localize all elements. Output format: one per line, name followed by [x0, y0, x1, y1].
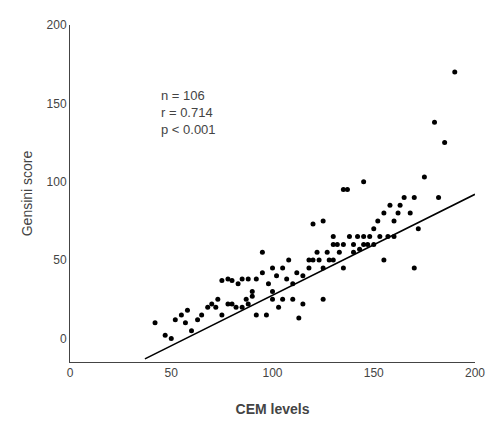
- svg-text:100: 100: [47, 175, 67, 189]
- svg-text:200: 200: [465, 366, 485, 380]
- svg-text:0: 0: [60, 332, 67, 346]
- svg-text:100: 100: [262, 366, 282, 380]
- svg-text:Gensini score: Gensini score: [19, 150, 35, 236]
- svg-text:50: 50: [53, 253, 67, 267]
- svg-text:150: 150: [47, 97, 67, 111]
- svg-text:n = 106r = 0.714p < 0.001: n = 106r = 0.714p < 0.001: [161, 88, 216, 137]
- svg-text:0: 0: [67, 366, 74, 380]
- svg-text:CEM levels: CEM levels: [236, 401, 310, 417]
- svg-text:50: 50: [165, 366, 179, 380]
- svg-text:200: 200: [47, 18, 67, 32]
- svg-text:150: 150: [364, 366, 384, 380]
